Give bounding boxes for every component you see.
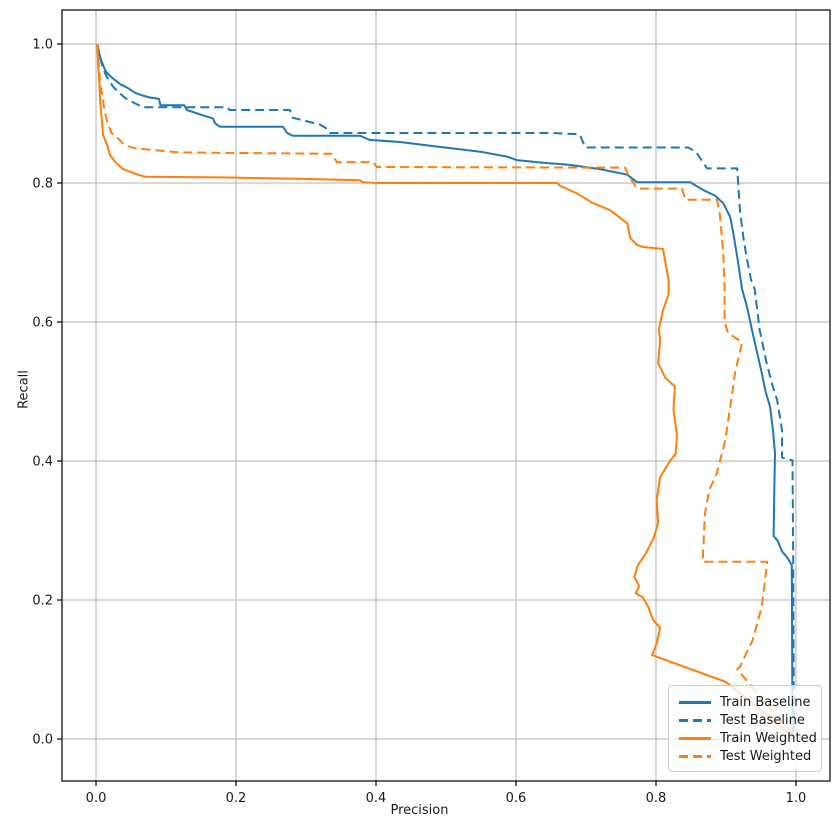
test-baseline-line-sample xyxy=(679,718,711,722)
train-weighted-line-sample xyxy=(679,736,711,740)
curve-test-weighted xyxy=(96,43,797,738)
x-tick-label: 1.0 xyxy=(786,791,807,806)
test-weighted-line-sample xyxy=(679,754,711,758)
legend-entry-test-weighted: Test Weighted xyxy=(679,747,812,765)
x-tick-label: 0.4 xyxy=(366,791,387,806)
y-tick-label: 0.0 xyxy=(32,733,53,748)
plot-border xyxy=(61,9,831,782)
legend-label: Test Baseline xyxy=(720,712,805,728)
y-tick-label: 0.2 xyxy=(32,594,53,609)
x-tick-label: 0.8 xyxy=(646,791,667,806)
legend-entry-train-baseline: Train Baseline xyxy=(679,693,812,711)
legend-label: Train Baseline xyxy=(720,694,811,710)
legend-label: Train Weighted xyxy=(720,730,817,746)
y-tick-label: 0.4 xyxy=(32,455,53,470)
y-tick-label: 0.6 xyxy=(32,316,53,331)
legend-label: Test Weighted xyxy=(720,748,812,764)
curve-test-baseline xyxy=(96,43,795,737)
legend-entry-test-baseline: Test Baseline xyxy=(679,711,812,729)
x-tick-label: 0.0 xyxy=(86,791,107,806)
x-tick-label: 0.6 xyxy=(506,791,527,806)
train-baseline-line-sample xyxy=(679,700,711,704)
x-axis-label: Precision xyxy=(390,803,449,818)
y-axis-label: Recall xyxy=(16,370,32,409)
legend: Train Baseline Test Baseline Train Weigh… xyxy=(668,685,822,772)
x-tick-label: 0.2 xyxy=(226,791,247,806)
legend-entry-train-weighted: Train Weighted xyxy=(679,729,817,747)
curve-train-weighted xyxy=(96,43,795,738)
y-tick-label: 0.8 xyxy=(32,176,53,191)
curve-train-baseline xyxy=(96,43,794,737)
y-tick-label: 1.0 xyxy=(32,37,53,52)
